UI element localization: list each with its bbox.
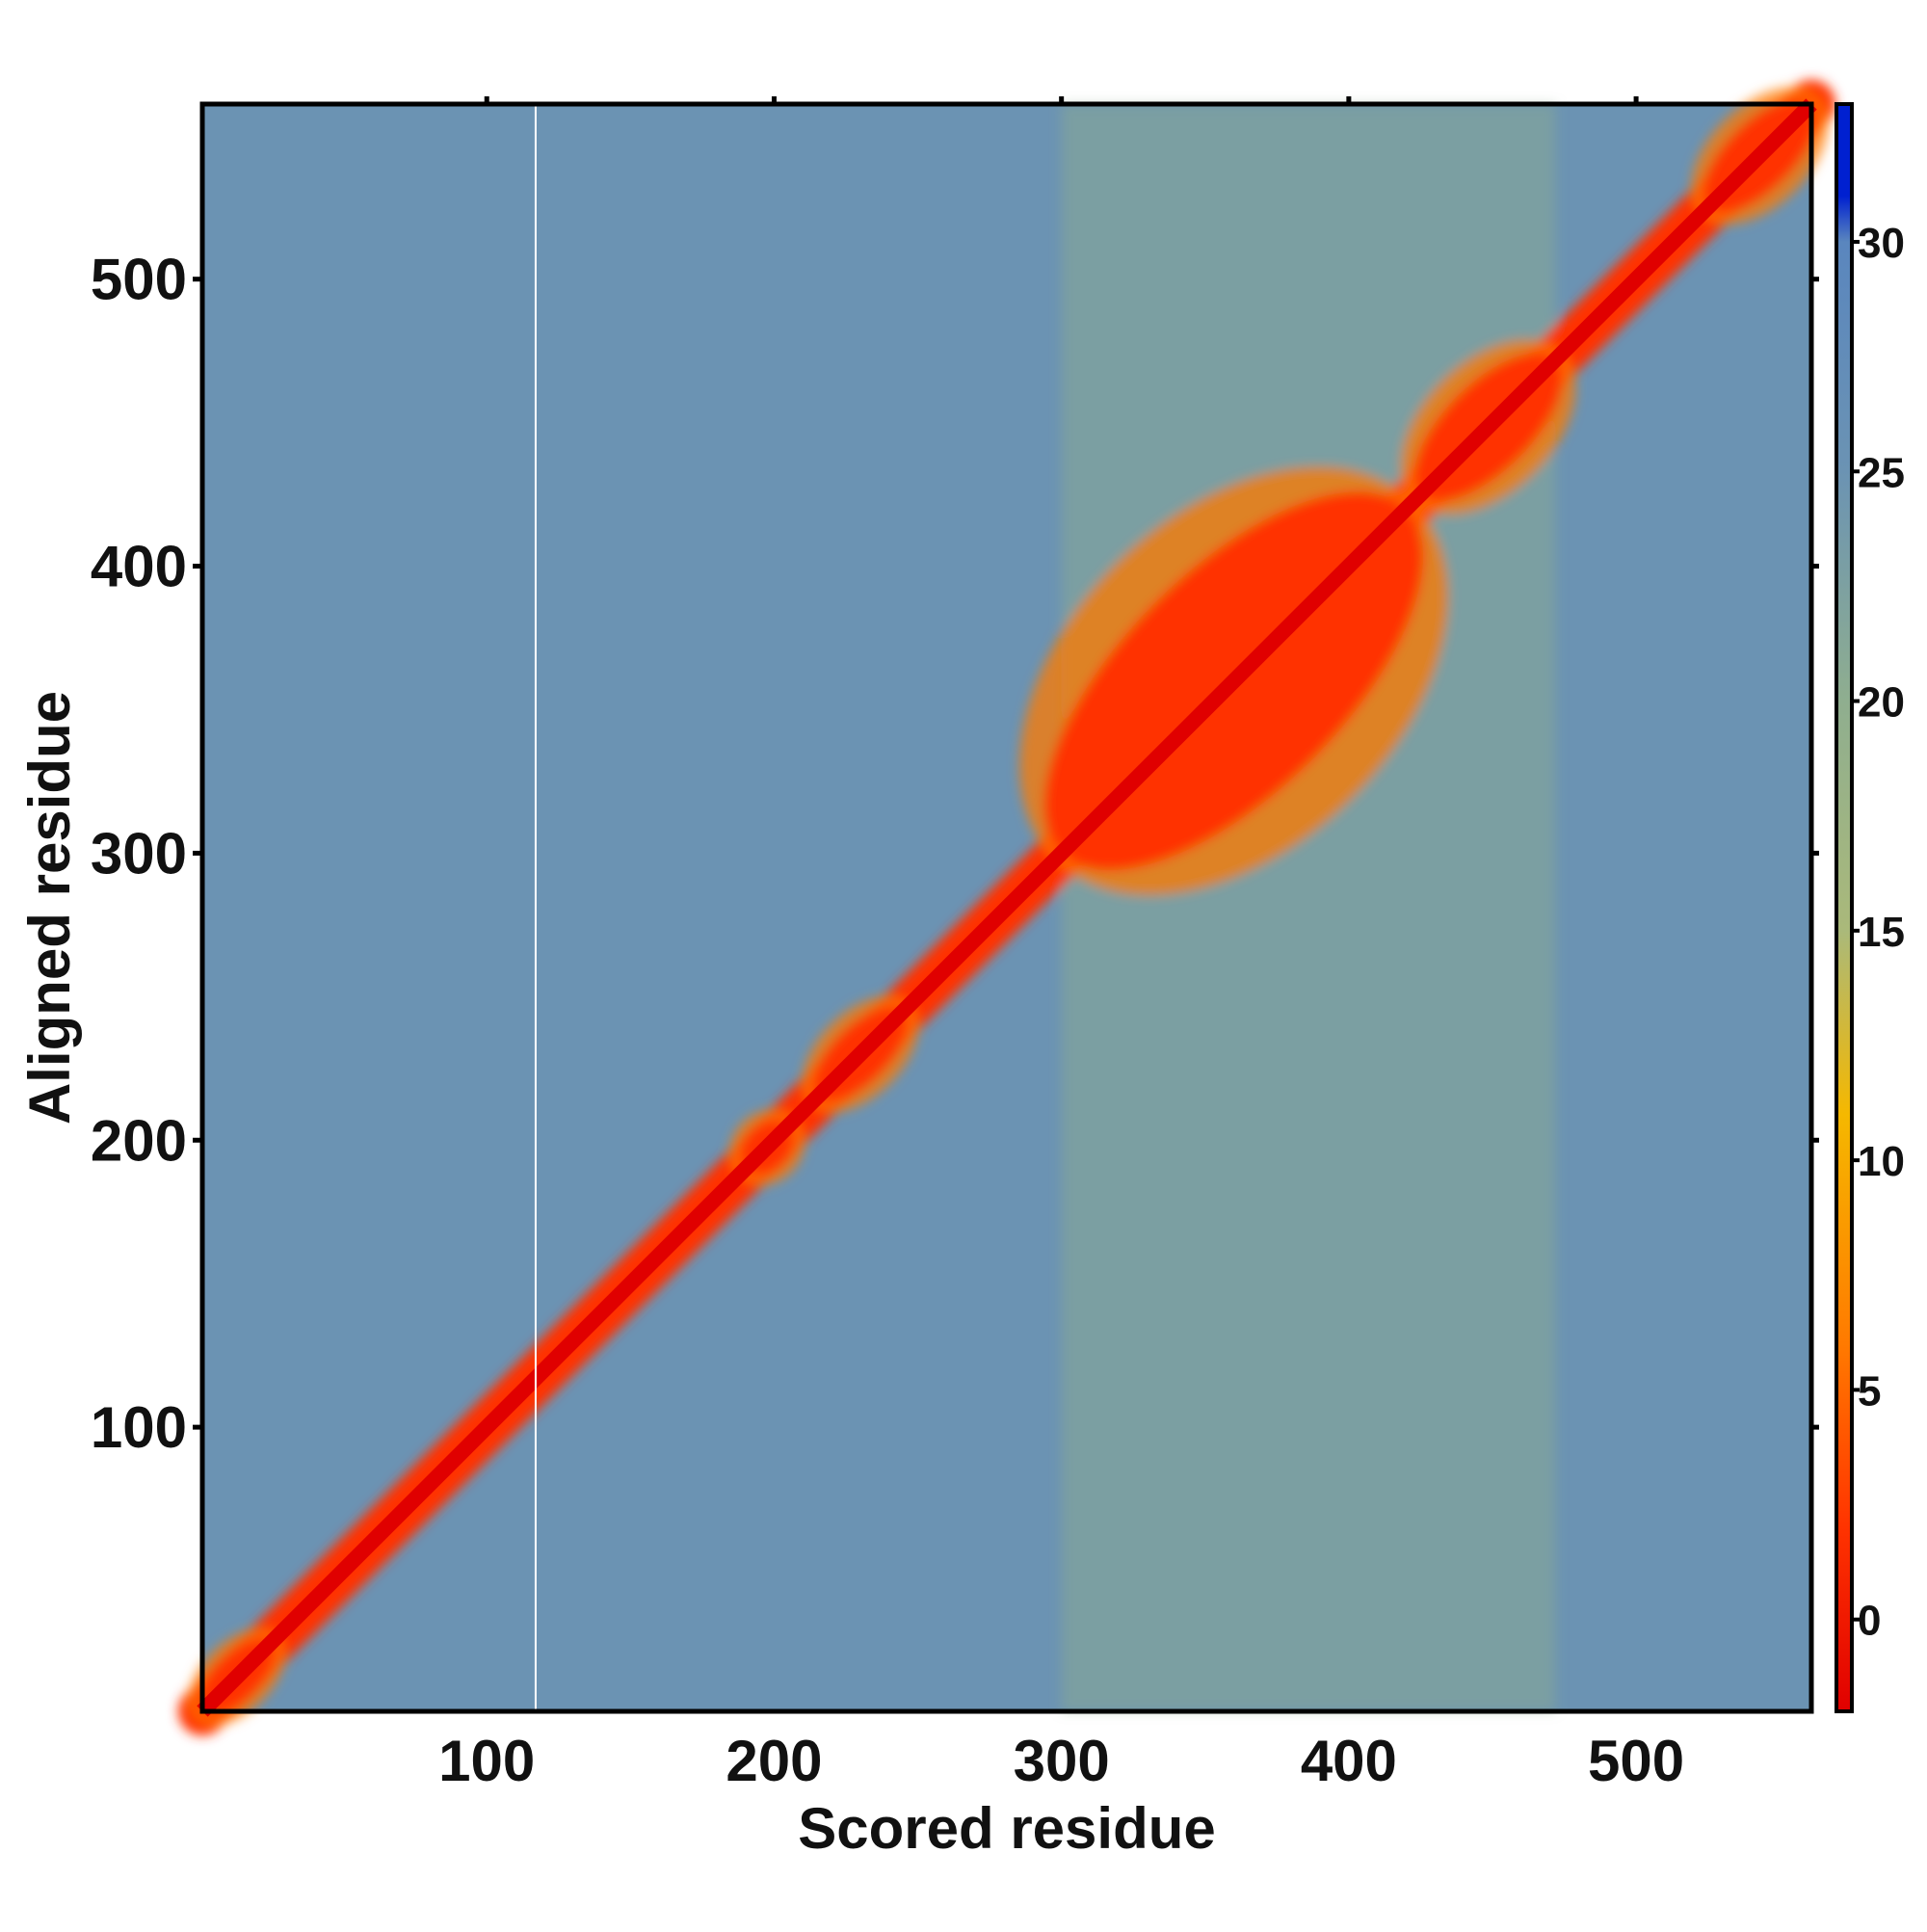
colorbar-tick-label: 30 [1858,220,1905,267]
y-tick-label: 200 [91,1108,187,1173]
colorbar-tick-label: 10 [1858,1138,1905,1185]
colorbar-tick-label: 5 [1858,1367,1881,1415]
colorbar-tick-label: 25 [1858,449,1905,496]
x-tick-label: 200 [726,1729,822,1793]
heatmap-diagonal [197,98,1817,1717]
x-tick-label: 100 [438,1729,535,1793]
y-tick-label: 300 [91,821,187,886]
y-tick-label: 500 [91,248,187,312]
colorbar-ticks: 0 5 10 15 20 25 30 [1852,220,1905,1645]
x-axis-ticks: 100 200 300 400 500 [438,96,1684,1793]
y-tick-label: 400 [91,535,187,599]
colorbar: 0 5 10 15 20 25 30 [1835,102,1905,1713]
colorbar-tick-label: 15 [1858,909,1905,956]
colorbar-frame [1835,102,1854,1713]
x-tick-label: 500 [1588,1729,1684,1793]
x-tick-label: 300 [1014,1729,1110,1793]
y-axis-title: Aligned residue [17,691,82,1125]
x-axis-title: Scored residue [798,1796,1216,1861]
plot-frame [199,101,1814,1714]
y-tick-label: 100 [91,1395,187,1460]
colorbar-tick-label: 20 [1858,679,1905,727]
y-axis-ticks: 100 200 300 400 500 [91,248,1819,1460]
x-tick-label: 400 [1301,1729,1397,1793]
heatmap-moderate-region [1061,853,1556,1711]
heatmap-plot-area [178,80,1835,1735]
colorbar-gradient [1836,104,1852,1711]
colorbar-tick-label: 0 [1858,1598,1881,1645]
